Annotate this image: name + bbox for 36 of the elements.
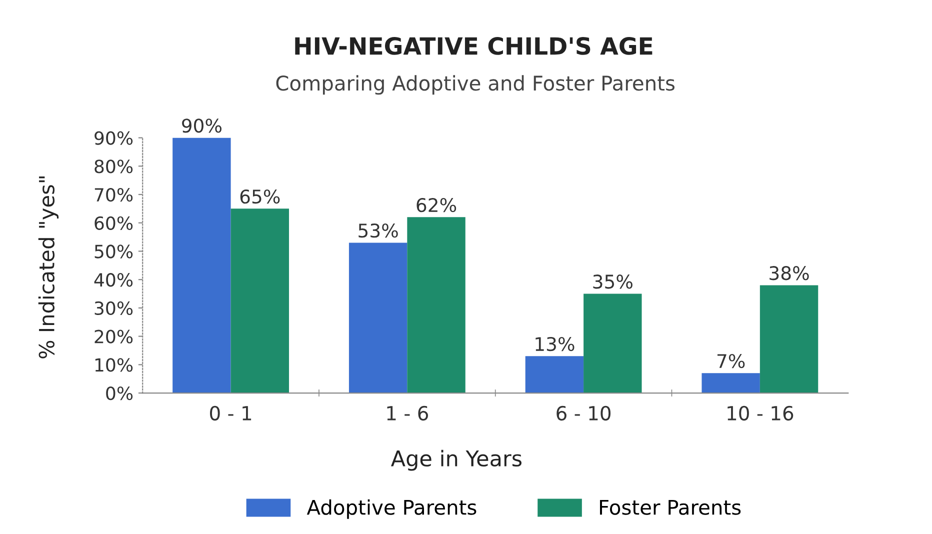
chart-subtitle: Comparing Adoptive and Foster Parents bbox=[276, 75, 675, 95]
bar bbox=[702, 373, 760, 394]
y-axis-title: % Indicated "yes" bbox=[38, 176, 59, 358]
y-tick-label: 0% bbox=[106, 386, 133, 400]
data-label: 65% bbox=[240, 189, 280, 204]
x-axis-title: Age in Years bbox=[390, 450, 522, 471]
data-label: 13% bbox=[536, 336, 574, 352]
y-tick-label: 40% bbox=[94, 273, 133, 287]
bar bbox=[525, 356, 584, 394]
data-label: 62% bbox=[416, 198, 456, 212]
bar bbox=[584, 294, 642, 394]
data-label: 53% bbox=[358, 224, 398, 238]
data-label: 35% bbox=[593, 274, 632, 289]
y-tick-label: 10% bbox=[95, 358, 133, 372]
x-tick-label: 6 - 10 bbox=[556, 406, 611, 421]
chart-title: HIV-NEGATIVE CHILD'S AGE bbox=[295, 37, 652, 55]
y-tick-label: 90% bbox=[94, 131, 133, 145]
x-tick-label: 10 - 16 bbox=[728, 406, 794, 421]
x-tick-label: 0 - 1 bbox=[210, 406, 252, 421]
legend-label: Foster Parents bbox=[600, 500, 741, 515]
data-label: 7% bbox=[717, 354, 745, 368]
legend-label: Adoptive Parents bbox=[306, 499, 476, 519]
data-label: 38% bbox=[770, 266, 809, 280]
data-label: 90% bbox=[182, 118, 222, 133]
y-tick-label: 80% bbox=[94, 160, 133, 174]
y-tick-label: 50% bbox=[94, 244, 133, 258]
bar bbox=[230, 208, 289, 394]
x-tick-label: 1 - 6 bbox=[387, 406, 428, 421]
bar bbox=[760, 285, 818, 394]
y-tick-label: 30% bbox=[94, 301, 133, 316]
bar bbox=[407, 217, 466, 394]
y-tick-label: 60% bbox=[94, 216, 133, 230]
bar bbox=[348, 242, 408, 394]
y-tick-label: 70% bbox=[94, 188, 133, 202]
bar bbox=[172, 138, 231, 394]
y-tick-label: 20% bbox=[94, 330, 133, 344]
